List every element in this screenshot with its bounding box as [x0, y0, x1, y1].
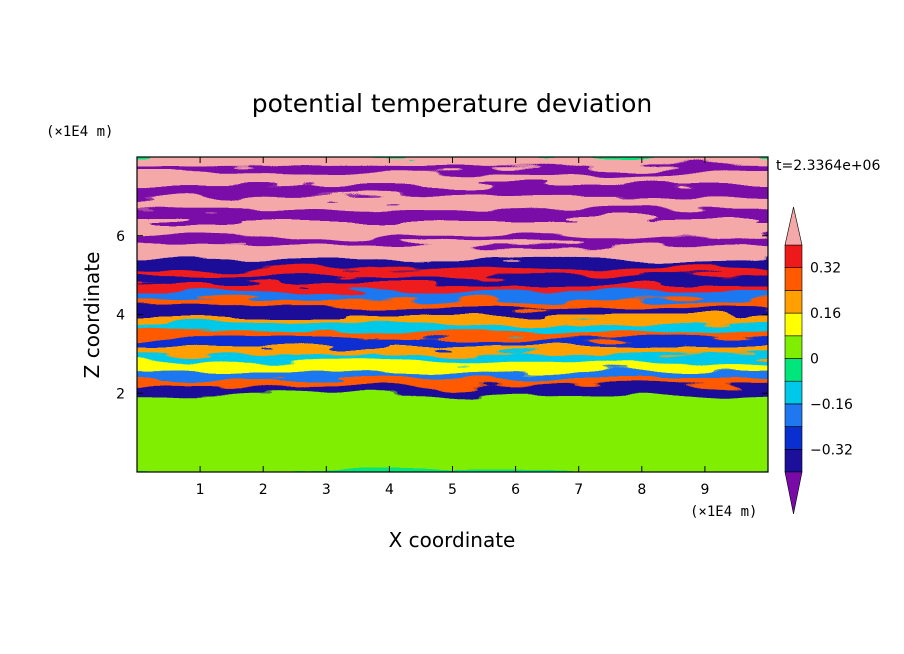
x-tick-label: 5 [448, 482, 457, 498]
contour-band [137, 360, 768, 371]
colorbar-label: 0 [810, 352, 819, 368]
x-tick-label: 4 [385, 482, 394, 498]
contour-band [137, 384, 768, 395]
colorbar-label: 0.16 [810, 306, 841, 322]
contour-band [137, 289, 768, 300]
x-axis-ticks: 1 2 3 4 5 6 7 8 9 [196, 157, 709, 498]
x-tick-label: 1 [196, 482, 205, 498]
x-tick-label: 7 [574, 482, 583, 498]
contour-band [137, 376, 768, 387]
plot-area [137, 157, 768, 472]
contour-band [137, 207, 768, 221]
colorbar-segment [784, 312, 803, 337]
y-axis-label: Z coordinate [80, 252, 104, 379]
colorbar-max-extension [784, 206, 803, 246]
contour-band [137, 329, 768, 340]
colorbar-segment [784, 335, 803, 359]
contour-band [137, 242, 768, 261]
y-tick-label: 6 [116, 229, 125, 245]
contour-band [137, 195, 768, 210]
time-label: t=2.3364e+06 [776, 158, 880, 174]
x-tick-label: 3 [322, 482, 331, 498]
x-tick-label: 8 [637, 482, 646, 498]
colorbar-min-extension [784, 471, 803, 515]
colorbar-label: −0.32 [810, 442, 853, 458]
contour-band [137, 282, 768, 292]
contour-band [137, 313, 768, 324]
colorbar-segment [784, 380, 803, 405]
colorbar: 0.32 0.16 0 −0.16 −0.32 [784, 206, 853, 515]
chart-title: potential temperature deviation [252, 89, 652, 118]
contour-band [137, 274, 768, 284]
colorbar-segment [784, 358, 803, 382]
x-tick-label: 9 [700, 482, 709, 498]
contour-bands [137, 157, 768, 472]
y-tick-label: 4 [116, 308, 125, 324]
contour-band [137, 392, 768, 472]
colorbar-segment [784, 290, 803, 314]
contour-band [137, 266, 768, 277]
x-tick-label: 2 [259, 482, 268, 498]
contour-band [137, 337, 768, 347]
contour-band [137, 345, 768, 355]
contour-band [137, 258, 768, 269]
contour-band [137, 163, 768, 174]
colorbar-label: −0.16 [810, 397, 853, 413]
x-axis-unit: (×1E4 m) [690, 504, 757, 520]
colorbar-segment [784, 448, 803, 473]
colorbar-segment [784, 267, 803, 291]
colorbar-segment [784, 426, 803, 450]
y-axis-unit: (×1E4 m) [46, 124, 113, 140]
y-axis-ticks: 2 4 6 [116, 229, 768, 402]
contour-band [137, 297, 768, 308]
x-axis-label: X coordinate [389, 528, 516, 552]
contour-band [137, 321, 768, 332]
contour-band [137, 352, 768, 363]
contour-band [137, 305, 768, 316]
contour-band [137, 219, 768, 237]
contour-band [137, 171, 768, 186]
y-tick-label: 2 [116, 386, 125, 402]
contour-band [137, 234, 768, 245]
colorbar-segment [784, 403, 803, 427]
colorbar-segment [784, 244, 803, 269]
contour-band [137, 183, 768, 198]
colorbar-label: 0.32 [810, 261, 841, 277]
x-tick-label: 6 [511, 482, 520, 498]
contour-band [137, 368, 768, 379]
